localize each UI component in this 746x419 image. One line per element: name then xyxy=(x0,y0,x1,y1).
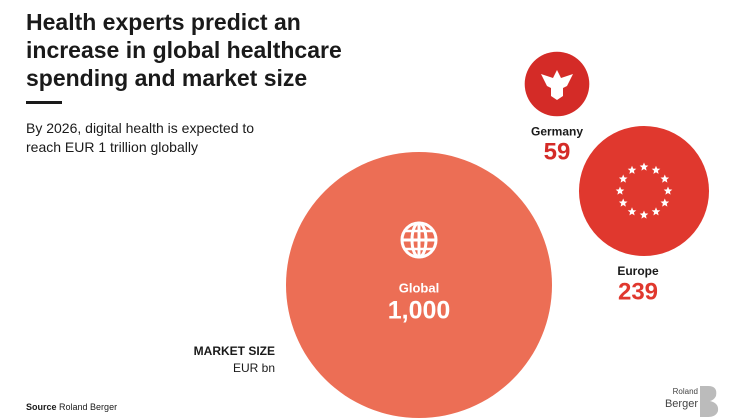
icon xyxy=(660,174,670,183)
icon xyxy=(639,210,649,219)
icon xyxy=(663,186,673,195)
logo-mark xyxy=(700,386,719,417)
category-label: Global xyxy=(399,280,439,295)
icon xyxy=(541,70,573,100)
unit-label: EUR bn xyxy=(232,361,275,375)
value-label: 239 xyxy=(618,278,658,305)
title-rule xyxy=(26,101,62,104)
icon xyxy=(651,165,661,174)
size-label: MARKET SIZE xyxy=(193,344,275,358)
bubble xyxy=(286,152,552,418)
category-label: Germany xyxy=(531,124,583,138)
bubble xyxy=(578,125,710,257)
icon xyxy=(660,198,670,207)
source: Source Roland Berger xyxy=(26,402,117,412)
icon xyxy=(627,207,637,216)
logo-line: Berger xyxy=(664,398,698,410)
size-legend: MARKET SIZE EUR bn xyxy=(150,343,275,377)
icon xyxy=(615,186,625,195)
icon xyxy=(639,162,649,171)
chart-title: Health experts predict an increase in gl… xyxy=(26,9,342,91)
value-label: 59 xyxy=(544,139,571,166)
logo-line: Roland xyxy=(672,387,698,396)
source-label: Source xyxy=(26,402,57,412)
logo: Roland Berger xyxy=(638,386,698,410)
icon xyxy=(651,207,661,216)
chart-subtitle: By 2026, digital health is expected to r… xyxy=(26,120,255,155)
icon xyxy=(627,165,637,174)
source-name: Roland Berger xyxy=(59,402,118,412)
category-label: Europe xyxy=(617,264,659,278)
icon xyxy=(618,198,628,207)
icon xyxy=(618,174,628,183)
logo-shape xyxy=(700,386,719,417)
value-label: 1,000 xyxy=(388,297,451,325)
